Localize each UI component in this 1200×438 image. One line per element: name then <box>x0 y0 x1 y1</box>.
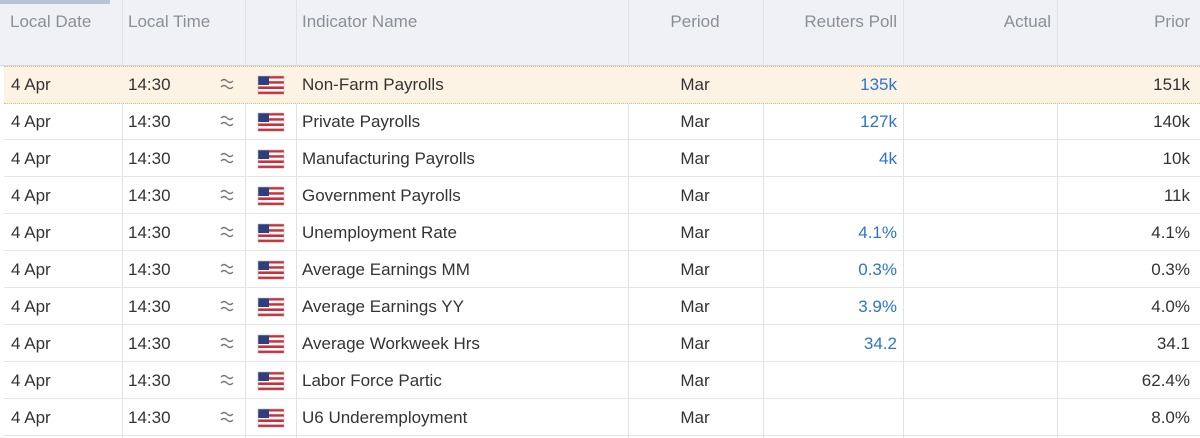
period: Mar <box>680 75 710 94</box>
table-row[interactable] <box>4 362 1200 399</box>
row-icons <box>220 334 285 354</box>
column-header: Period <box>670 12 720 31</box>
row-icons <box>220 408 285 428</box>
column-header: Reuters Poll <box>804 12 897 31</box>
column-divider <box>1057 0 1058 438</box>
row-icons <box>220 149 285 169</box>
period: Mar <box>680 186 710 205</box>
local-date: 4 Apr <box>11 408 51 427</box>
column-header: Local Time <box>128 12 211 31</box>
indicator-name: U6 Underemployment <box>302 408 468 427</box>
local-date: 4 Apr <box>11 334 51 353</box>
local-date: 4 Apr <box>11 297 51 316</box>
table-row[interactable] <box>4 288 1200 325</box>
local-time: 14:30 <box>128 334 171 353</box>
local-time: 14:30 <box>128 112 171 131</box>
period: Mar <box>680 149 710 168</box>
reuters-poll: 34.2 <box>863 334 897 353</box>
table-row[interactable] <box>4 103 1200 140</box>
reuters-poll: 0.3% <box>858 260 897 279</box>
local-date: 4 Apr <box>11 149 51 168</box>
period: Mar <box>680 112 710 131</box>
local-date: 4 Apr <box>11 186 51 205</box>
local-time: 14:30 <box>128 408 171 427</box>
row-icons <box>220 260 285 280</box>
table-header <box>0 0 1200 66</box>
table-row[interactable] <box>4 214 1200 251</box>
local-time: 14:30 <box>128 297 171 316</box>
row-icons <box>220 223 285 243</box>
local-date: 4 Apr <box>11 112 51 131</box>
local-time: 14:30 <box>128 260 171 279</box>
prior: 8.0% <box>1151 408 1190 427</box>
row-icons <box>220 112 285 132</box>
local-date: 4 Apr <box>11 75 51 94</box>
prior: 0.3% <box>1151 260 1190 279</box>
local-date: 4 Apr <box>11 223 51 242</box>
indicator-name: Government Payrolls <box>302 186 461 205</box>
column-header: Prior <box>1154 12 1190 31</box>
indicator-name: Private Payrolls <box>302 112 421 131</box>
period: Mar <box>680 223 710 242</box>
local-time: 14:30 <box>128 149 171 168</box>
indicator-name: Average Earnings MM <box>302 260 470 279</box>
indicator-name: Unemployment Rate <box>302 223 457 242</box>
prior: 140k <box>1153 112 1190 131</box>
column-divider <box>903 0 904 438</box>
prior: 62.4% <box>1141 371 1190 390</box>
local-time: 14:30 <box>128 75 171 94</box>
column-header: Local Date <box>10 12 92 31</box>
table-row[interactable] <box>4 399 1200 436</box>
period: Mar <box>680 371 710 390</box>
column-divider <box>763 0 764 438</box>
row-icons <box>220 371 285 391</box>
column-header: Actual <box>1003 12 1051 31</box>
period: Mar <box>680 408 710 427</box>
column-divider <box>296 0 297 438</box>
period: Mar <box>680 260 710 279</box>
column-divider <box>122 0 123 438</box>
reuters-poll: 4.1% <box>858 223 897 242</box>
local-time: 14:30 <box>128 223 171 242</box>
indicator-name: Manufacturing Payrolls <box>302 149 475 168</box>
prior: 151k <box>1153 75 1190 94</box>
period: Mar <box>680 334 710 353</box>
prior: 4.1% <box>1151 223 1190 242</box>
row-icons <box>220 186 285 206</box>
prior: 11k <box>1163 186 1190 205</box>
local-time: 14:30 <box>128 186 171 205</box>
reuters-poll: 3.9% <box>858 297 897 316</box>
column-header: Indicator Name <box>302 12 418 31</box>
local-time: 14:30 <box>128 371 171 390</box>
table-row[interactable] <box>4 251 1200 288</box>
column-divider <box>628 0 629 438</box>
local-date: 4 Apr <box>11 371 51 390</box>
reuters-poll: 127k <box>860 112 897 131</box>
indicator-name: Average Workweek Hrs <box>302 334 480 353</box>
indicator-name: Average Earnings YY <box>302 297 464 316</box>
table-row[interactable] <box>4 140 1200 177</box>
row-icons <box>220 297 285 317</box>
table-row[interactable] <box>4 325 1200 362</box>
indicator-name: Labor Force Partic <box>302 371 442 390</box>
table-row[interactable] <box>4 66 1200 104</box>
tab-indicator <box>0 0 110 4</box>
table-row[interactable] <box>4 177 1200 214</box>
reuters-poll: 135k <box>860 75 897 94</box>
prior: 34.1 <box>1156 334 1190 353</box>
row-icons <box>220 75 285 95</box>
indicator-name: Non-Farm Payrolls <box>302 75 444 94</box>
prior: 10k <box>1162 149 1190 168</box>
column-divider <box>245 0 246 438</box>
period: Mar <box>680 297 710 316</box>
prior: 4.0% <box>1151 297 1190 316</box>
local-date: 4 Apr <box>11 260 51 279</box>
reuters-poll: 4k <box>879 149 897 168</box>
